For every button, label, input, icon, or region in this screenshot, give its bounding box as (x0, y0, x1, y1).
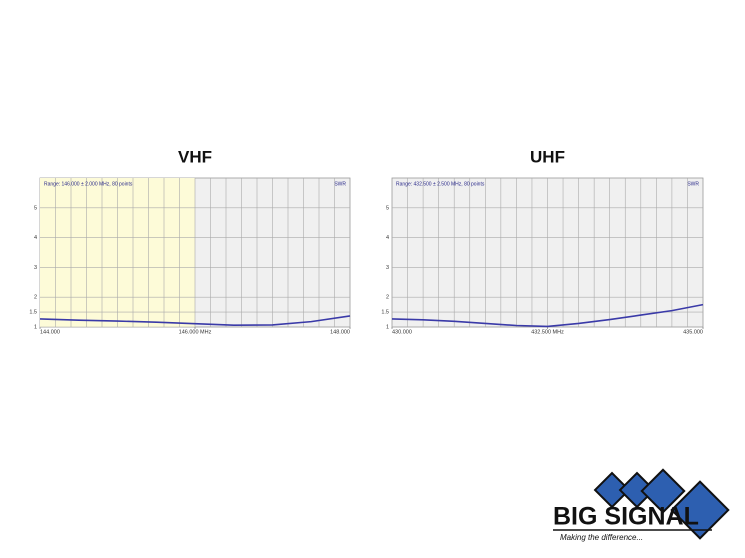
y-tick-label: 1 (34, 324, 37, 330)
x-tick-label: 432.500 MHz (531, 329, 564, 335)
y-tick-label: 4 (34, 235, 37, 241)
x-tick-label: 144.000 (40, 329, 60, 335)
x-tick-label: 430.000 (392, 329, 412, 335)
y-tick-label: 4 (386, 235, 389, 241)
logo-name: BIG SIGNAL (553, 503, 699, 531)
y-tick-label: 5 (34, 205, 37, 211)
range-label: Range: 432.500 ± 2.500 MHz, 80 points (396, 181, 485, 187)
y-tick-label: 1.5 (29, 310, 37, 316)
x-tick-label: 148.000 (330, 329, 350, 335)
unit-label: SWR (334, 181, 346, 187)
swr-line (391, 303, 704, 328)
y-tick-label: 3 (34, 265, 37, 271)
y-tick-label: 2 (386, 295, 389, 301)
y-tick-label: 5 (386, 205, 389, 211)
y-tick-label: 1.5 (381, 310, 389, 316)
logo-tagline: Making the difference... (560, 533, 643, 542)
x-tick-label: 146.000 MHz (179, 329, 212, 335)
y-tick-label: 2 (34, 295, 37, 301)
y-tick-label: 3 (386, 265, 389, 271)
x-tick-label: 435.000 (683, 329, 703, 335)
chart-title: VHF (178, 147, 212, 166)
logo: BIG SIGNAL Making the difference... (553, 468, 730, 542)
unit-label: SWR (687, 181, 699, 187)
chart-title: UHF (530, 147, 565, 166)
range-label: Range: 146.000 ± 2.000 MHz, 80 points (44, 181, 133, 187)
swr-line (39, 315, 351, 327)
y-tick-label: 1 (386, 324, 389, 330)
